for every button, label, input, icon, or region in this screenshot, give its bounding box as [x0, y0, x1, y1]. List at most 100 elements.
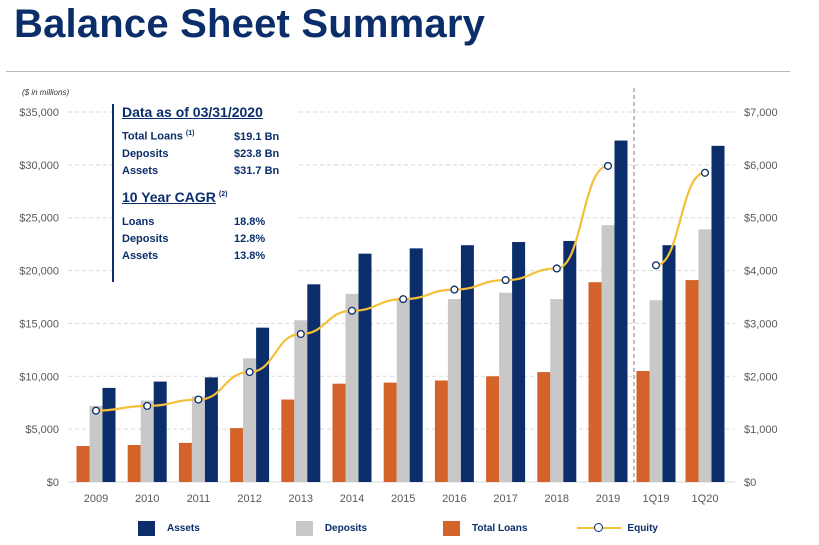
footnote-marker: (2)	[218, 191, 228, 199]
bar-deposits-2010	[140, 400, 154, 482]
summary-label: Assets	[122, 164, 159, 177]
bar-total-loans-2011	[178, 442, 192, 482]
bar-assets-1q20	[711, 145, 725, 483]
bar-deposits-2018	[550, 299, 564, 482]
title-divider	[6, 71, 790, 72]
left-tick-label: $15,000	[19, 318, 59, 330]
summary-label: Deposits	[122, 147, 169, 160]
x-tick-label: 2019	[596, 493, 620, 505]
cagr-row-deposits: Deposits 12.8%	[122, 230, 297, 247]
left-tick-label: $30,000	[19, 160, 59, 172]
summary-value: $19.1 Bn	[234, 130, 280, 143]
legend-label: Deposits	[324, 522, 368, 534]
cagr-value: 18.8%	[234, 215, 266, 228]
right-tick-label: $3,000	[744, 318, 778, 330]
equity-series	[91, 161, 710, 415]
bar-total-loans-2019	[588, 282, 602, 482]
summary-heading-date: Data as of 03/31/2020	[122, 104, 263, 120]
bar-assets-2016	[460, 245, 474, 482]
left-tick-label: $10,000	[19, 371, 59, 383]
legend-item-equity: Equity	[577, 520, 658, 536]
x-tick-label: 2011	[187, 493, 211, 505]
equity-line-segment	[655, 171, 706, 267]
bar-assets-2012	[256, 327, 270, 482]
bar-total-loans-2009	[76, 446, 90, 482]
x-tick-label: 2009	[84, 493, 108, 505]
bar-deposits-2015	[396, 298, 410, 482]
bar-assets-2010	[153, 381, 167, 482]
left-tick-label: $0	[47, 477, 59, 489]
bar-assets-2009	[102, 387, 116, 482]
summary-box: Data as of 03/31/2020 Total Loans (1) $19…	[112, 104, 297, 282]
x-tick-label: 2017	[493, 493, 517, 505]
bar-deposits-2019	[601, 225, 615, 482]
left-tick-label: $5,000	[25, 424, 59, 436]
bar-total-loans-2012	[230, 428, 244, 482]
right-tick-label: $6,000	[744, 160, 778, 172]
page-title: Balance Sheet Summary	[14, 2, 486, 46]
equity-point-2018	[552, 264, 561, 273]
bar-deposits-1q20	[698, 229, 712, 482]
legend-swatch-total-loans	[443, 520, 461, 536]
legend-item-deposits: Deposits	[295, 520, 368, 536]
bar-deposits-2013	[294, 320, 308, 482]
summary-value: $23.8 Bn	[234, 147, 280, 160]
legend-line-equity	[577, 520, 622, 536]
x-tick-label: 1Q20	[692, 493, 719, 505]
cagr-value: 13.8%	[234, 249, 266, 262]
bar-assets-2014	[358, 253, 372, 482]
axes: $0 $0 $5,000 $1,000 $10,000 $2,000 $15,000 $3,0…	[19, 88, 778, 505]
summary-value: $31.7 Bn	[234, 164, 280, 177]
right-tick-label: $4,000	[744, 266, 778, 278]
bar-assets-2018	[563, 240, 577, 482]
equity-point-1q20	[700, 168, 710, 177]
bar-assets-2013	[307, 284, 321, 482]
cagr-label: Deposits	[122, 232, 169, 245]
cagr-row-assets: Assets 13.8%	[122, 247, 297, 264]
equity-point-2012	[245, 368, 254, 377]
equity-point-2013	[296, 329, 305, 339]
equity-point-2016	[450, 285, 459, 294]
x-tick-label: 2010	[135, 493, 159, 505]
equity-point-2019	[603, 161, 613, 170]
chart-legend: Assets Deposits Total Loans Equity	[138, 520, 658, 536]
bar-deposits-2014	[345, 293, 359, 482]
legend-label: Equity	[627, 522, 658, 534]
bar-total-loans-1q20	[685, 280, 699, 482]
legend-item-assets: Assets	[138, 520, 200, 536]
right-tick-label: $0	[744, 477, 756, 489]
bar-assets-2019	[614, 140, 628, 483]
units-note: ($ in millions)	[22, 88, 70, 97]
summary-row-total-loans: Total Loans (1) $19.1 Bn	[122, 128, 297, 145]
x-tick-label: 2015	[391, 493, 415, 505]
legend-item-total-loans: Total Loans	[443, 520, 528, 536]
bar-series	[76, 140, 725, 483]
legend-label: Total Loans	[472, 522, 528, 534]
legend-label: Assets	[167, 522, 200, 534]
equity-point-2017	[501, 276, 510, 285]
equity-point-2014	[347, 306, 357, 315]
x-tick-label: 2018	[545, 493, 569, 505]
bar-total-loans-2017	[486, 376, 500, 482]
equity-point-2010	[143, 401, 152, 410]
cagr-row-loans: Loans 18.8%	[122, 213, 297, 230]
equity-point-2015	[399, 295, 408, 304]
equity-point-2009	[91, 406, 101, 415]
bar-total-loans-2015	[383, 382, 397, 482]
bar-deposits-1q19	[649, 300, 663, 482]
equity-point-1q19	[651, 261, 661, 270]
right-tick-label: $5,000	[744, 213, 778, 225]
right-tick-label: $7,000	[744, 107, 778, 119]
summary-row-deposits: Deposits $23.8 Bn	[122, 145, 297, 162]
bar-deposits-2012	[243, 358, 257, 482]
x-tick-label: 2014	[340, 493, 364, 505]
summary-row-assets: Assets $31.7 Bn	[122, 162, 297, 179]
x-tick-label: 2012	[237, 493, 261, 505]
bar-assets-1q19	[662, 245, 676, 482]
right-tick-label: $2,000	[744, 371, 778, 383]
legend-swatch-assets	[138, 520, 155, 536]
bar-total-loans-1q19	[636, 371, 650, 482]
left-tick-label: $25,000	[19, 213, 59, 225]
bar-deposits-2017	[499, 292, 513, 482]
